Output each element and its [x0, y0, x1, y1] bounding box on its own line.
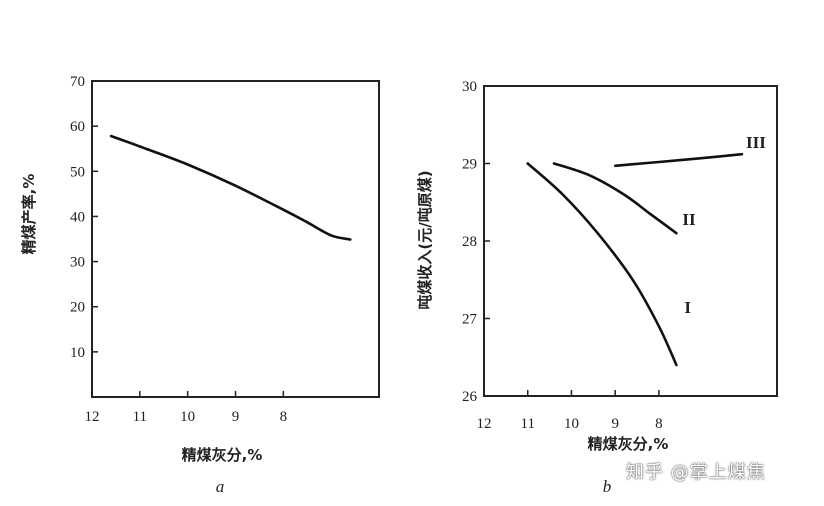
x-tick-label: 12 [85, 409, 100, 425]
series-line-main [109, 134, 352, 241]
series-label: I [684, 298, 691, 317]
panel-b-y-ticks: 26 27 28 29 30 [462, 79, 490, 405]
panel-b-x-label: 精煤灰分,% [588, 435, 669, 453]
y-tick-label: 29 [462, 157, 477, 173]
panel-b-y-label: 吨煤收入(元/吨原煤) [416, 170, 434, 309]
series-line-i [526, 162, 678, 367]
panel-b-caption: b [603, 477, 612, 496]
y-tick-label: 30 [70, 255, 85, 271]
y-tick-label: 28 [462, 234, 477, 250]
x-tick-label: 8 [655, 416, 663, 432]
x-tick-label: 9 [611, 416, 619, 432]
panel-a-caption: a [216, 477, 225, 496]
y-tick-label: 20 [70, 300, 85, 316]
panel-a-y-ticks: 10 20 30 40 50 60 70 [70, 74, 98, 361]
panel-a-x-label: 精煤灰分,% [182, 446, 263, 464]
x-tick-label: 9 [232, 409, 240, 425]
x-tick-label: 12 [477, 416, 492, 432]
y-tick-label: 30 [462, 79, 477, 95]
x-tick-label: 8 [280, 409, 288, 425]
panel-a-x-ticks: 12 11 10 9 8 [85, 391, 288, 425]
y-tick-label: 10 [70, 345, 85, 361]
y-tick-label: 70 [70, 74, 85, 90]
y-tick-label: 27 [462, 312, 478, 328]
series-line-iii [613, 152, 744, 168]
y-tick-label: 40 [70, 209, 85, 225]
x-tick-label: 11 [133, 409, 147, 425]
panel-a-series [109, 134, 352, 241]
y-tick-label: 50 [70, 164, 85, 180]
panel-a-frame [91, 80, 380, 398]
x-tick-label: 10 [180, 409, 195, 425]
panel-b-frame [483, 85, 778, 397]
panel-b-x-ticks: 12 11 10 9 8 [477, 390, 663, 432]
series-label: III [746, 133, 766, 152]
series-label: II [682, 210, 696, 229]
x-tick-label: 10 [564, 416, 579, 432]
series-line-ii [552, 162, 678, 235]
watermark: 知乎 @掌上煤焦 [626, 462, 766, 483]
y-tick-label: 26 [462, 389, 478, 405]
panel-a-y-label: 精煤产率,% [20, 174, 38, 255]
panel-a: 10 20 30 40 50 60 70 12 11 10 9 8 精煤产率,% 精煤灰分,% a [20, 74, 380, 496]
x-tick-label: 11 [521, 416, 535, 432]
y-tick-label: 60 [70, 119, 85, 135]
